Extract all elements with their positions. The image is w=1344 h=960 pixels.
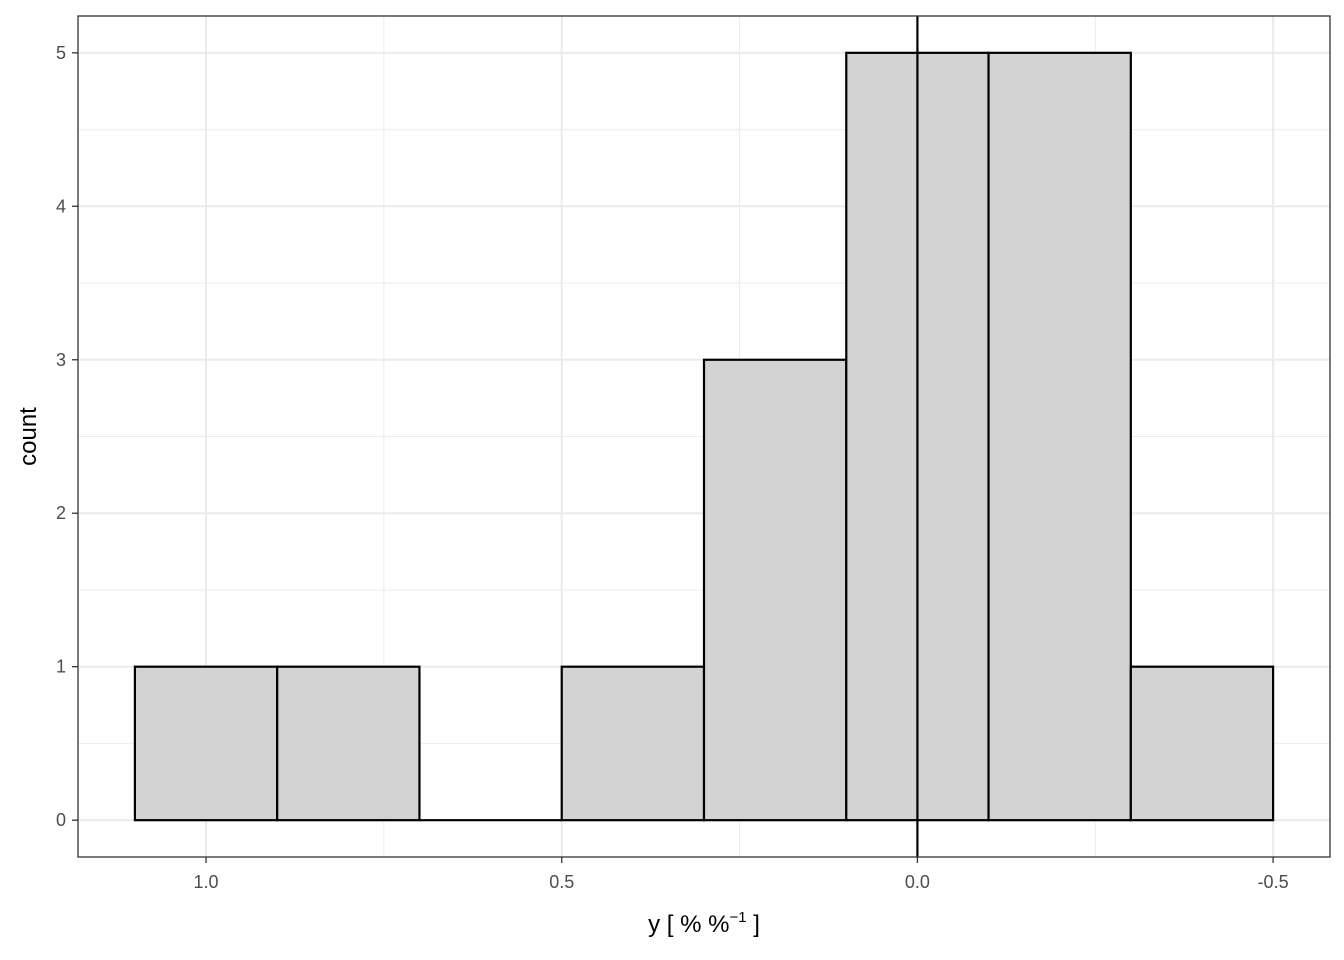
x-tick-label: 0.0 <box>905 872 930 892</box>
histogram-bar-7 <box>987 51 1132 822</box>
histogram-bar-1 <box>133 665 279 822</box>
x-axis-title: y [ % %−1 ] <box>648 909 760 938</box>
x-tick-label: -0.5 <box>1258 872 1289 892</box>
histogram-bar-8 <box>1129 665 1275 822</box>
axis-ticks: 1.0 0.5 0.0 -0.5 0 1 2 3 4 5 <box>56 43 1289 892</box>
histogram-bar-4 <box>560 665 706 822</box>
x-tick-label: 1.0 <box>194 872 219 892</box>
y-tick-label: 0 <box>56 810 66 830</box>
histogram-bar-2 <box>276 665 421 822</box>
panel-border <box>77 15 1331 858</box>
y-tick-label: 1 <box>56 657 66 677</box>
histogram-bar-5 <box>702 358 848 822</box>
y-tick-label: 5 <box>56 43 66 63</box>
y-tick-label: 2 <box>56 503 66 523</box>
y-axis-title: count <box>15 407 42 466</box>
y-tick-label: 4 <box>56 196 66 216</box>
x-tick-label: 0.5 <box>549 872 574 892</box>
y-tick-label: 3 <box>56 350 66 370</box>
